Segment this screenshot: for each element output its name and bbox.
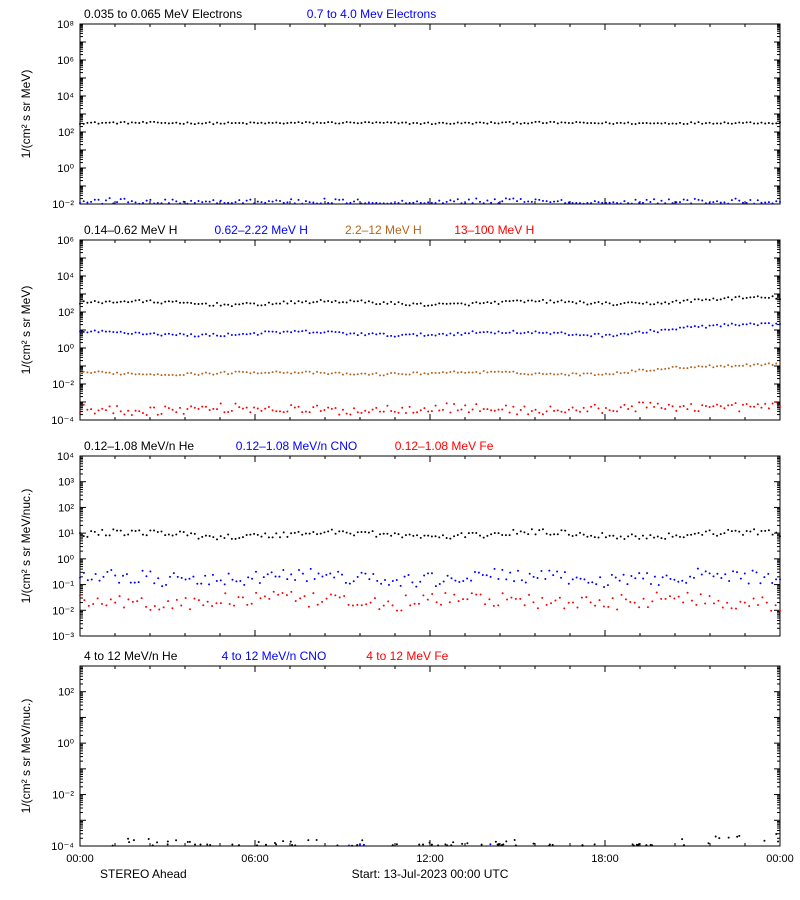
y-tick-label: 10⁻² [52,379,74,391]
y-axis-label: 1/(cm² s sr MeV/nuc.) [19,699,33,814]
y-tick-label: 10⁰ [57,343,74,355]
series-points [79,322,781,338]
y-tick-label: 10² [58,502,74,514]
series-legend-label: 4 to 12 MeV/n CNO [222,649,327,663]
y-tick-label: 10² [58,307,74,319]
panel-frame [80,240,780,420]
series-legend-label: 4 to 12 MeV Fe [366,649,448,663]
x-tick-label: 00:00 [766,853,794,865]
y-tick-label: 10⁶ [57,235,74,247]
series-legend-label: 0.7 to 4.0 Mev Electrons [307,7,436,21]
y-tick-label: 10⁻³ [52,631,74,643]
series-legend-label: 0.12–1.08 MeV Fe [395,439,494,453]
y-tick-label: 10⁴ [57,91,74,103]
x-tick-label: 18:00 [591,853,619,865]
y-tick-label: 10³ [58,477,74,489]
y-tick-label: 10⁶ [57,55,74,67]
series-points [79,401,781,416]
y-tick-label: 10⁻¹ [52,580,74,592]
stereo-ahead-particle-flux-figure: 10⁻² 10⁰ 10² 10⁴ 10⁶ 10⁸ 1/(cm² s sr MeV) 0.035… [0,0,800,900]
panel-low_he_cno_fe: 10⁻³ 10⁻² 10⁻¹ 10⁰ 10¹ 10² 10³ 10⁴ 1/(cm² s sr M… [19,439,781,643]
series-legend-label: 2.2–12 MeV H [345,223,422,237]
y-tick-label: 10⁻² [52,199,74,211]
y-axis-label: 1/(cm² s sr MeV) [19,70,33,159]
series-legend-label: 13–100 MeV H [454,223,534,237]
y-tick-label: 10⁰ [57,554,74,566]
y-axis-label: 1/(cm² s sr MeV/nuc.) [19,489,33,604]
panel-frame [80,24,780,204]
y-tick-label: 10⁴ [57,271,74,283]
series-legend-label: 0.12–1.08 MeV/n CNO [236,439,357,453]
y-tick-label: 10⁴ [57,451,74,463]
y-tick-label: 10⁰ [57,738,74,750]
series-points [79,568,781,588]
panel-frame [80,456,780,636]
y-tick-label: 10⁻⁴ [51,841,74,853]
y-tick-label: 10¹ [58,528,74,540]
x-tick-label: 12:00 [416,853,444,865]
series-legend-label: 0.62–2.22 MeV H [215,223,308,237]
series-points [79,121,781,125]
series-points [79,362,781,376]
panel-high_he_cno_fe: 10⁻⁴ 10⁻² 10⁰ 10² 1/(cm² s sr MeV/nuc.) 4 to … [19,649,780,853]
series-points [79,591,781,612]
x-tick-label: 00:00 [66,853,94,865]
series-legend-label: 0.035 to 0.065 MeV Electrons [84,7,242,21]
series-points [112,833,779,847]
x-tick-label: 06:00 [241,853,269,865]
footer-center: Start: 13-Jul-2023 00:00 UTC [352,867,509,881]
y-tick-label: 10² [58,687,74,699]
y-tick-label: 10⁸ [57,19,74,31]
y-tick-label: 10⁻² [52,605,74,617]
panel-frame [80,666,780,846]
series-points [79,295,781,307]
y-axis-label: 1/(cm² s sr MeV) [19,286,33,375]
series-legend-label: 0.12–1.08 MeV/n He [84,439,194,453]
y-tick-label: 10⁰ [57,163,74,175]
panel-electrons: 10⁻² 10⁰ 10² 10⁴ 10⁶ 10⁸ 1/(cm² s sr MeV) 0.035… [19,7,781,211]
y-tick-label: 10⁻⁴ [51,415,74,427]
y-tick-label: 10² [58,127,74,139]
series-legend-label: 0.14–0.62 MeV H [84,223,177,237]
footer-left: STEREO Ahead [100,867,187,881]
y-tick-label: 10⁻² [52,790,74,802]
series-legend-label: 4 to 12 MeV/n He [84,649,178,663]
panel-hydrogen: 10⁻⁴ 10⁻² 10⁰ 10² 10⁴ 10⁶ 1/(cm² s sr MeV) 0.14… [19,223,781,427]
chart-svg: 10⁻² 10⁰ 10² 10⁴ 10⁶ 10⁸ 1/(cm² s sr MeV) 0.035… [0,0,800,900]
series-points [79,528,781,540]
